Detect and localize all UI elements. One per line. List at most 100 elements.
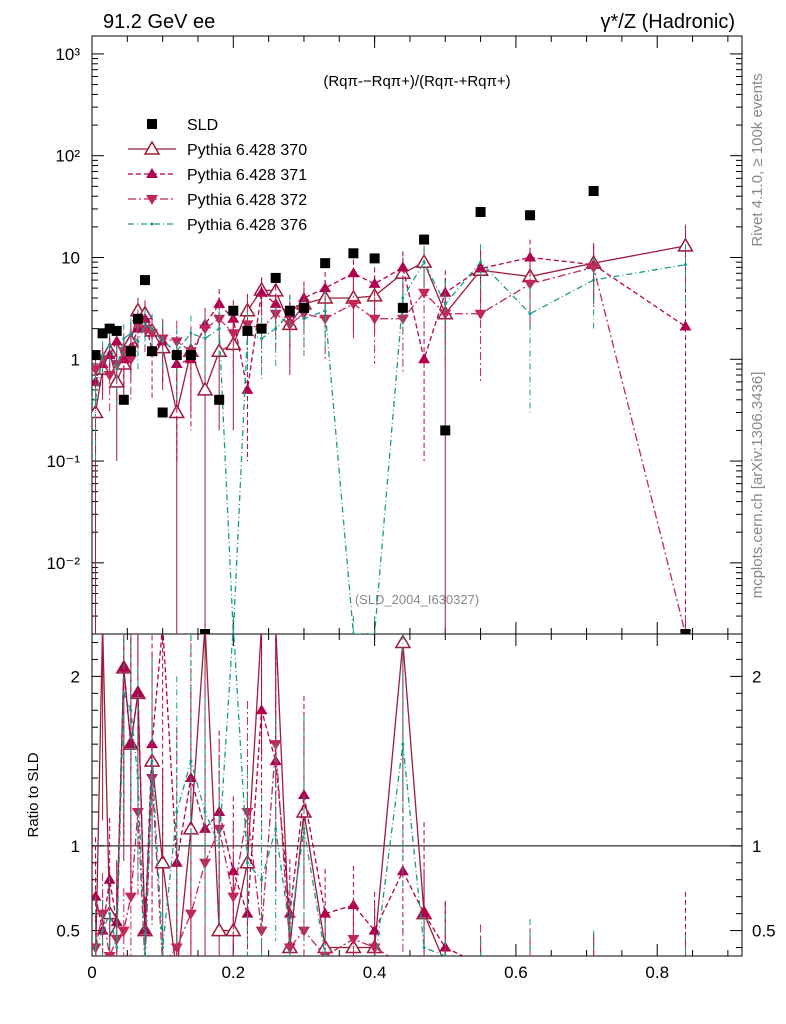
data-point-pythia-6-428-376 xyxy=(122,337,126,341)
legend-label: Pythia 6.428 370 xyxy=(187,142,307,159)
data-point-sld xyxy=(680,629,691,634)
data-point-pythia-6-428-372 xyxy=(368,314,381,325)
data-point-pythia-6-428-372 xyxy=(199,324,212,335)
data-point-sld xyxy=(525,210,536,221)
ratio-point-pythia-6-428-371 xyxy=(319,907,332,918)
ratio-point-pythia-6-428-370 xyxy=(170,966,184,978)
data-point-pythia-6-428-376 xyxy=(683,263,687,267)
legend-label: Pythia 6.428 376 xyxy=(187,217,307,234)
ratio-point-pythia-6-428-376 xyxy=(323,954,327,956)
ratio-point-pythia-6-428-376 xyxy=(115,946,119,950)
ratio-data-group xyxy=(92,619,691,978)
data-point-pythia-6-428-372 xyxy=(418,288,431,299)
ratio-point-pythia-6-428-372 xyxy=(347,935,360,946)
ratio-point-pythia-6-428-371 xyxy=(297,789,310,799)
data-point-sld xyxy=(440,425,451,436)
data-point-pythia-6-428-376 xyxy=(401,296,405,300)
y-tick-label-main: 10⁻¹ xyxy=(46,452,80,471)
x-tick-label: 0.4 xyxy=(363,963,387,982)
x-tick-label: 0.6 xyxy=(504,963,528,982)
series-line-pythia-6-428-370 xyxy=(94,245,686,413)
ratio-point-pythia-6-428-376 xyxy=(443,954,447,956)
data-point-pythia-6-428-376 xyxy=(422,260,426,264)
data-point-sld xyxy=(111,325,122,336)
ratio-point-pythia-6-428-371 xyxy=(124,738,137,749)
data-point-pythia-6-428-372 xyxy=(587,263,600,274)
ratio-point-pythia-6-428-371 xyxy=(679,958,691,968)
series-line-pythia-6-428-372 xyxy=(95,266,687,634)
data-point-sld xyxy=(139,275,150,286)
ratio-point-pythia-6-428-372 xyxy=(139,960,151,970)
y-tick-label-main: 1 xyxy=(71,350,80,369)
ratio-point-pythia-6-428-372 xyxy=(397,960,409,970)
ratio-point-pythia-6-428-372 xyxy=(439,960,451,970)
ratio-point-pythia-6-428-372 xyxy=(92,943,102,954)
data-point-pythia-6-428-376 xyxy=(231,632,235,634)
ratio-point-pythia-6-428-370 xyxy=(255,619,269,631)
data-point-pythia-6-428-376 xyxy=(592,278,596,282)
ratio-point-pythia-6-428-371 xyxy=(138,924,151,935)
data-point-sld xyxy=(132,313,143,324)
data-point-sld xyxy=(147,346,158,357)
data-point-pythia-6-428-371 xyxy=(347,267,360,278)
y-tick-label-ratio: 0.5 xyxy=(56,922,80,941)
data-point-pythia-6-428-376 xyxy=(189,331,193,335)
data-point-sld xyxy=(157,407,168,418)
data-point-pythia-6-428-371 xyxy=(368,277,381,288)
data-point-pythia-6-428-372 xyxy=(227,329,240,340)
ratio-point-pythia-6-428-372 xyxy=(184,909,197,920)
ratio-point-pythia-6-428-376 xyxy=(422,946,426,950)
data-point-pythia-6-428-371 xyxy=(255,286,268,297)
legend-label: SLD xyxy=(187,117,218,134)
data-point-pythia-6-428-376 xyxy=(479,260,483,264)
data-point-pythia-6-428-371 xyxy=(92,375,102,386)
ratio-point-pythia-6-428-376 xyxy=(143,954,147,956)
ratio-point-pythia-6-428-376 xyxy=(150,759,154,763)
y-tick-label-ratio-right: 2 xyxy=(752,667,761,686)
ratio-point-pythia-6-428-371 xyxy=(227,865,240,876)
ratio-point-pythia-6-428-372 xyxy=(475,960,487,970)
y-tick-label-ratio-right: 0.5 xyxy=(752,922,776,941)
legend-marker xyxy=(146,195,158,205)
main-data-group xyxy=(92,186,694,634)
ratio-point-pythia-6-428-376 xyxy=(161,946,165,950)
data-point-sld xyxy=(475,206,486,217)
data-point-sld xyxy=(125,346,136,357)
data-point-pythia-6-428-372 xyxy=(439,309,452,320)
y-tick-label-main: 10 xyxy=(61,248,80,267)
x-tick-label: 0 xyxy=(87,963,96,982)
y-tick-label-ratio: 1 xyxy=(71,837,80,856)
data-point-pythia-6-428-372 xyxy=(103,371,116,382)
ratio-axis-label: Ratio to SLD xyxy=(25,752,42,837)
ratio-point-pythia-6-428-376 xyxy=(479,963,482,966)
legend-label: Pythia 6.428 371 xyxy=(187,167,307,184)
ratio-point-pythia-6-428-376 xyxy=(108,912,112,916)
axes-group: 0 0.2 0.4 0.6 0.8 10⁻² 10⁻¹ 1 10 10² 10³ 0.5 0.5 1 1 2 2 xyxy=(46,36,776,982)
data-point-pythia-6-428-376 xyxy=(108,342,112,346)
ratio-point-pythia-6-428-372 xyxy=(418,960,430,970)
ratio-point-pythia-6-428-372 xyxy=(255,926,268,937)
data-point-pythia-6-428-376 xyxy=(274,327,278,331)
ratio-point-pythia-6-428-370 xyxy=(445,955,446,956)
data-point-pythia-6-428-372 xyxy=(92,365,102,376)
data-point-sld xyxy=(298,302,309,313)
ratio-point-pythia-6-428-376 xyxy=(203,810,207,814)
ratio-point-pythia-6-428-372 xyxy=(283,943,296,954)
data-point-pythia-6-428-376 xyxy=(115,367,119,371)
data-point-pythia-6-428-370 xyxy=(196,381,214,396)
ratio-point-pythia-6-428-371 xyxy=(368,924,381,935)
ratio-point-pythia-6-428-372 xyxy=(117,926,130,937)
data-point-pythia-6-428-371 xyxy=(170,357,183,368)
data-point-pythia-6-428-371 xyxy=(396,261,409,272)
data-point-pythia-6-428-372 xyxy=(269,309,282,320)
data-point-pythia-6-428-376 xyxy=(129,331,133,335)
legend-marker xyxy=(143,140,161,155)
data-point-sld xyxy=(118,394,129,405)
data-point-pythia-6-428-372 xyxy=(124,355,137,366)
ratio-point-pythia-6-428-371 xyxy=(475,958,487,968)
ratio-point-pythia-6-428-372 xyxy=(588,960,600,970)
ratio-point-pythia-6-428-371 xyxy=(131,687,144,698)
y-tick-label-ratio-right: 1 xyxy=(752,837,761,856)
ratio-point-pythia-6-428-371 xyxy=(255,704,268,715)
